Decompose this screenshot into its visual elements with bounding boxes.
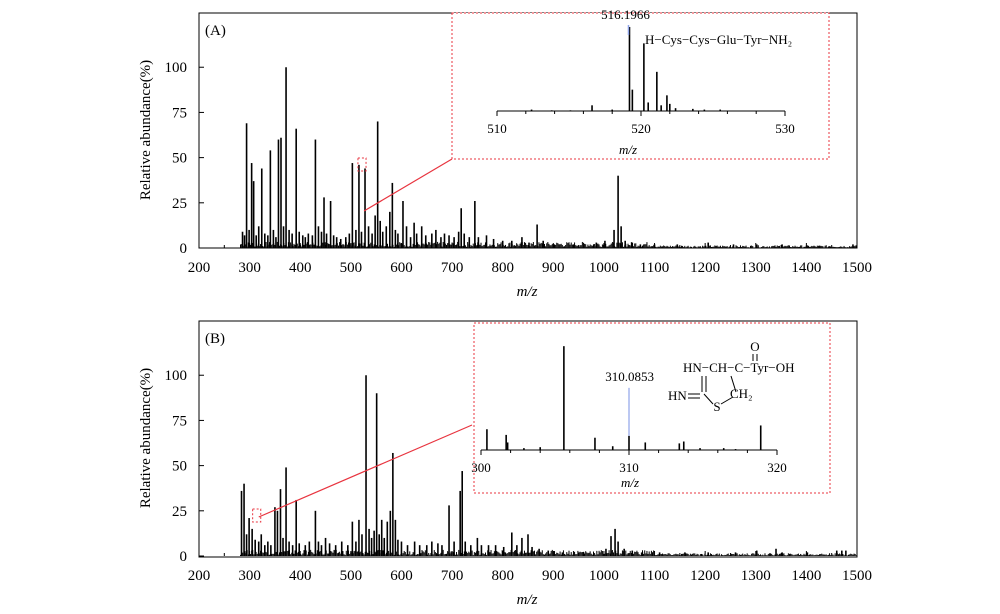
panel-b-x-tick-label: 200 [188, 568, 211, 584]
structure-ring-bond-right [730, 375, 737, 393]
panel-a-x-tick-label: 1400 [791, 260, 821, 276]
panel-a-y-tick-label: 50 [172, 151, 187, 167]
panel-b-chemical-structure: HN−CH−C−Tyr−OH O S CH₂ HN [668, 339, 794, 414]
panel-a-y-tick-label: 100 [165, 60, 188, 76]
panel-a-x-tick-label: 200 [188, 260, 211, 276]
panel-a-inset-frame [451, 12, 830, 160]
panel-b-inset-x-axis: 300 310 320 [471, 449, 787, 475]
panel-a-x-tick-label: 1500 [842, 260, 872, 276]
panel-a-x-axis-title: m/z [517, 284, 538, 300]
panel-b-inset-tick-label: 320 [767, 460, 787, 475]
panel-b-x-tick-label: 600 [390, 568, 413, 584]
panel-b-x-tick-label: 800 [491, 568, 514, 584]
panel-a-inset-x-axis: 510 520 530 [487, 110, 795, 136]
panel-a-inset-tick-label: 510 [487, 121, 507, 136]
panel-b-inset-x-axis-title: m/z [621, 475, 639, 490]
panel-a-x-tick-label: 600 [390, 260, 413, 276]
panel-b-y-tick-label: 100 [165, 368, 188, 384]
panel-b-x-tick-label: 700 [441, 568, 464, 584]
panel-a-x-tick-label: 1100 [640, 260, 669, 276]
panel-b-x-tick-label: 1100 [640, 568, 669, 584]
panel-a-y-tick-label: 0 [180, 241, 188, 257]
panel-a-inset-tick-label: 520 [631, 121, 651, 136]
panel-a-x-tick-label: 800 [491, 260, 514, 276]
structure-main-chain: HN−CH−C−Tyr−OH [683, 360, 794, 375]
panel-b-inset-tick-label: 300 [471, 460, 491, 475]
panel-a-x-tick-label: 900 [542, 260, 565, 276]
panel-b-y-tick-label: 25 [172, 504, 187, 520]
panel-b-x-tick-label: 900 [542, 568, 565, 584]
panel-b-inset-peak-label: 310.0853 [605, 369, 654, 384]
panel-a-y-axis-title: Relative abundance(%) [138, 60, 154, 200]
panel-b-inset-tick-label: 310 [619, 460, 639, 475]
panel-a-y-tick-label: 75 [172, 105, 187, 121]
structure-ring-bond-s1 [703, 393, 714, 405]
panel-b-x-tick-label: 300 [238, 568, 261, 584]
panel-a-zoom-region [357, 157, 367, 172]
panel-b-peaks [240, 375, 847, 556]
panel-b-y-tick-label: 0 [180, 549, 188, 565]
panel-b-x-tick-label: 1200 [690, 568, 720, 584]
panel-b-x-tick-label: 500 [340, 568, 363, 584]
panel-a-y-axis: 0 25 50 75 100 [165, 60, 204, 257]
panel-b-x-tick-label: 400 [289, 568, 312, 584]
panel-b-x-axis-title: m/z [517, 592, 538, 608]
panel-b-x-tick-label: 1300 [741, 568, 771, 584]
panel-a-x-tick-label: 500 [340, 260, 363, 276]
structure-carbonyl-oxygen: O [750, 339, 759, 354]
panel-a-x-tick-label: 1300 [741, 260, 771, 276]
panel-b-y-tick-label: 50 [172, 459, 187, 475]
structure-ring-bond-s2 [720, 396, 734, 405]
panel-b-x-tick-label: 1400 [791, 568, 821, 584]
panel-a-x-axis: 200 300 400 500 600 700 800 900 1000 1100 1200 1300… [188, 243, 872, 276]
panel-b-x-tick-label: 1000 [589, 568, 619, 584]
panel-a-inset-peaks [530, 24, 722, 111]
structure-imine: HN [668, 388, 687, 403]
structure-ch2: CH₂ [730, 386, 753, 401]
panel-b-y-axis: 0 25 50 75 100 [165, 368, 204, 565]
panel-a-y-tick-label: 25 [172, 196, 187, 212]
panel-b-inset: 300 310 320 310.0853 m/z HN−CH−C−Tyr−OH O … [471, 322, 831, 494]
panel-a-x-tick-label: 1200 [690, 260, 720, 276]
panel-b-inset-frame [473, 322, 831, 494]
panel-a-peaks [241, 67, 854, 248]
panel-a-inset-x-axis-title: m/z [619, 142, 637, 157]
panel-a-peptide-formula: H−Cys−Cys−Glu−Tyr−NH₂ [645, 32, 792, 47]
panel-a-x-tick-label: 700 [441, 260, 464, 276]
panel-a-x-tick-label: 400 [289, 260, 312, 276]
panel-b-x-axis: 200 300 400 500 600 700 800 900 1000 1100 1200 1300… [188, 551, 872, 584]
panel-a-label: (A) [205, 23, 226, 39]
panel-b-y-tick-label: 75 [172, 413, 187, 429]
panel-a-zoom-connector [363, 158, 453, 212]
panel-b-label: (B) [205, 331, 225, 347]
panel-b-zoom-region [252, 508, 262, 523]
panel-a-inset-peak-label: 516.1966 [601, 7, 650, 22]
panel-a-inset: 510 520 530 516.1966 H−Cys−Cys−Glu−Tyr−NH₂… [451, 7, 830, 160]
panel-b-x-tick-label: 1500 [842, 568, 872, 584]
structure-sulfur: S [713, 399, 720, 414]
panel-b-inset-peaks [486, 346, 762, 450]
panel-b-frame [198, 320, 858, 558]
panel-a-x-tick-label: 300 [238, 260, 261, 276]
panel-b-zoom-connector [258, 424, 473, 518]
panel-a-inset-tick-label: 530 [775, 121, 795, 136]
panel-b: (B) 0 25 50 75 100 200 300 400 500 600 700 800 900 1… [138, 320, 872, 608]
panel-a-x-tick-label: 1000 [589, 260, 619, 276]
panel-a: (A) 0 25 50 75 100 200 300 400 500 600 700 800 900 1… [138, 7, 872, 300]
panel-b-y-axis-title: Relative abundance(%) [138, 368, 154, 508]
